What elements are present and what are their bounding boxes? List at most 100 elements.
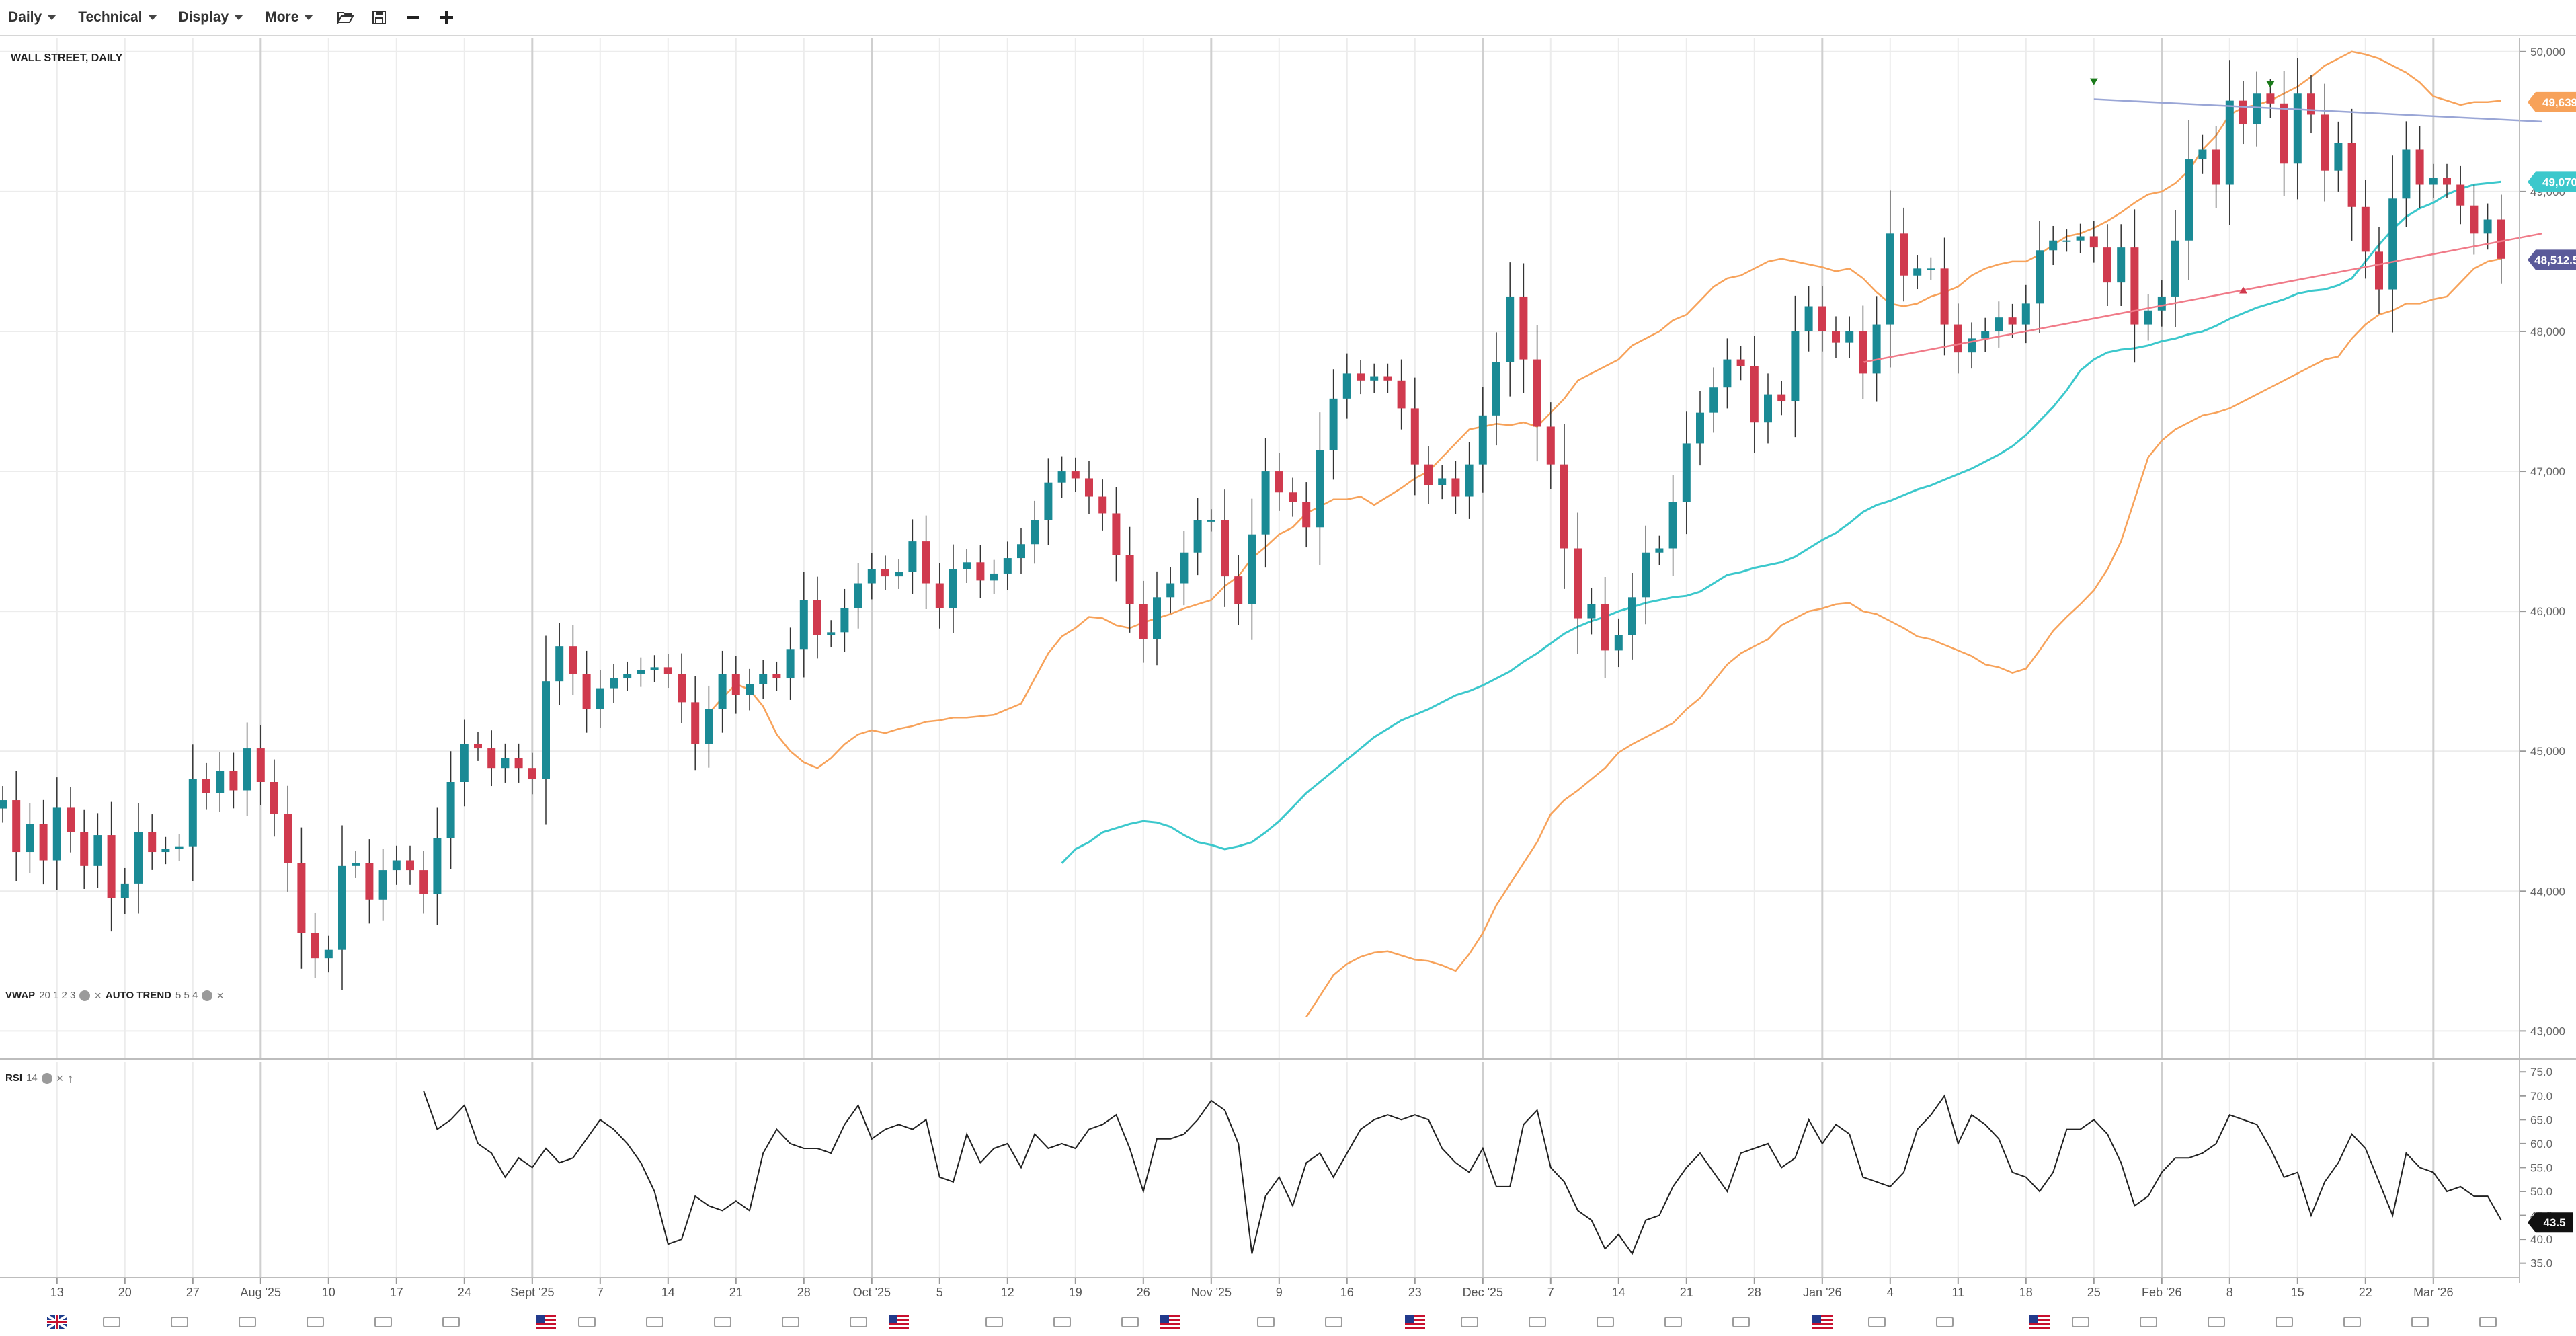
y-tick-label: 45,000	[2530, 745, 2565, 758]
candle-body	[2171, 240, 2179, 297]
gear-icon[interactable]	[202, 990, 213, 1001]
candle-body	[1546, 426, 1555, 465]
x-tick-label: 13	[50, 1286, 64, 1299]
calendar-event-icon[interactable]	[1460, 1317, 1478, 1327]
candle-body	[1791, 331, 1800, 402]
candle	[582, 650, 591, 733]
us-flag-icon[interactable]	[1160, 1315, 1181, 1329]
calendar-event-icon[interactable]	[442, 1317, 460, 1327]
calendar-event-icon[interactable]	[2207, 1317, 2225, 1327]
us-flag-icon[interactable]	[1812, 1315, 1833, 1329]
calendar-event-icon[interactable]	[1256, 1317, 1275, 1327]
us-flag-icon[interactable]	[536, 1315, 556, 1329]
calendar-event-icon[interactable]	[1732, 1317, 1750, 1327]
candle-body	[1723, 359, 1732, 388]
zoom-out-icon[interactable]	[398, 3, 428, 32]
arrow-up-icon[interactable]: ↑	[67, 1071, 74, 1085]
candle-body	[569, 646, 577, 674]
uk-flag-icon[interactable]	[46, 1314, 68, 1330]
y-tick-label: 43,000	[2530, 1025, 2565, 1037]
rsi-value-tag: 43.5	[2528, 1212, 2573, 1233]
technical-menu[interactable]: Technical	[78, 9, 157, 26]
candle	[2089, 221, 2098, 263]
more-menu[interactable]: More	[265, 9, 314, 26]
calendar-event-icon[interactable]	[170, 1317, 188, 1327]
calendar-event-icon[interactable]	[2139, 1317, 2157, 1327]
candle	[663, 654, 672, 689]
calendar-event-icon[interactable]	[1596, 1317, 1614, 1327]
candle-body	[2089, 236, 2098, 248]
calendar-event-icon[interactable]	[306, 1317, 324, 1327]
candle	[1438, 465, 1447, 500]
gear-icon[interactable]	[41, 1072, 52, 1084]
close-icon[interactable]: ×	[216, 988, 224, 1003]
calendar-event-icon[interactable]	[2343, 1317, 2361, 1327]
calendar-event-icon[interactable]	[577, 1317, 596, 1327]
candle-body	[460, 744, 469, 782]
folder-open-icon[interactable]	[331, 3, 360, 32]
candle	[474, 731, 482, 761]
candle-body	[799, 600, 808, 650]
candle-body	[1424, 464, 1433, 485]
x-tick-label: 11	[1951, 1286, 1964, 1299]
us-flag-icon[interactable]	[889, 1315, 910, 1329]
candle	[1057, 456, 1066, 498]
candle	[216, 752, 225, 812]
calendar-event-icon[interactable]	[374, 1317, 392, 1327]
calendar-event-icon[interactable]	[2479, 1317, 2497, 1327]
timeframe-menu[interactable]: Daily	[8, 9, 57, 26]
candle-body	[1818, 306, 1826, 331]
candle	[2347, 108, 2356, 241]
candle	[2225, 60, 2234, 225]
calendar-event-icon[interactable]	[102, 1317, 120, 1327]
candle	[705, 685, 713, 768]
calendar-event-icon[interactable]	[1324, 1317, 1342, 1327]
save-icon[interactable]	[364, 3, 394, 32]
candle	[881, 555, 889, 590]
close-icon[interactable]: ×	[94, 988, 102, 1003]
x-tick-label: 7	[1547, 1286, 1554, 1299]
calendar-event-icon[interactable]	[781, 1317, 799, 1327]
chart-title: WALL STREET, DAILY	[11, 52, 123, 64]
calendar-event-icon[interactable]	[985, 1317, 1003, 1327]
candle-body	[1289, 492, 1297, 502]
candle-body	[867, 569, 876, 584]
calendar-event-icon[interactable]	[849, 1317, 867, 1327]
calendar-event-icon[interactable]	[2411, 1317, 2429, 1327]
candle	[2157, 280, 2166, 327]
zoom-in-icon[interactable]	[432, 3, 461, 32]
candle-body	[1506, 296, 1515, 362]
candle	[1329, 369, 1338, 480]
calendar-event-icon[interactable]	[1053, 1317, 1071, 1327]
candle	[2456, 165, 2465, 225]
close-icon[interactable]: ×	[56, 1071, 64, 1085]
bollinger-bands	[708, 50, 2502, 1018]
us-flag-icon[interactable]	[2029, 1315, 2050, 1329]
calendar-event-icon[interactable]	[1528, 1317, 1546, 1327]
calendar-event-icon[interactable]	[645, 1317, 663, 1327]
candle	[1248, 498, 1256, 640]
calendar-event-icon[interactable]	[713, 1317, 731, 1327]
calendar-event-icon[interactable]	[1935, 1317, 1954, 1327]
candle-body	[935, 583, 944, 608]
candle-body	[26, 824, 34, 853]
calendar-event-icon[interactable]	[2275, 1317, 2293, 1327]
candle	[1764, 373, 1772, 444]
candle	[637, 657, 645, 687]
candle	[840, 588, 849, 652]
calendar-event-icon[interactable]	[2071, 1317, 2089, 1327]
gear-icon[interactable]	[79, 990, 91, 1001]
candle	[1017, 528, 1025, 574]
candle-body	[297, 863, 306, 933]
calendar-event-icon[interactable]	[1664, 1317, 1682, 1327]
calendar-event-icon[interactable]	[238, 1317, 256, 1327]
calendar-event-icon[interactable]	[1867, 1317, 1886, 1327]
chart-canvas[interactable]: 43,000 44,000 45,000 46,000 47,000 48,000 49,0…	[0, 36, 2576, 1336]
candle-body	[2443, 178, 2451, 185]
candle	[1098, 479, 1107, 531]
display-menu[interactable]: Display	[179, 9, 244, 26]
us-flag-icon[interactable]	[1404, 1315, 1425, 1329]
candle	[854, 563, 862, 629]
candle-body	[2334, 143, 2343, 171]
calendar-event-icon[interactable]	[1121, 1317, 1139, 1327]
